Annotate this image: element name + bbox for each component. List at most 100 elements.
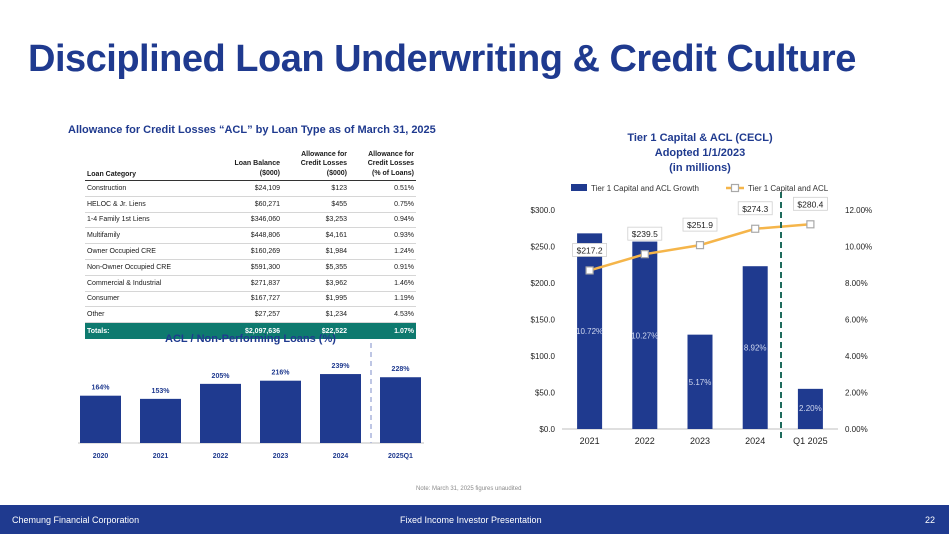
x-tick-label: 2022 — [635, 436, 655, 446]
cell-pct: 1.19% — [394, 295, 414, 303]
npl-chart-title: ACL / Non-Performing Loans (%) — [165, 333, 336, 345]
bar-2020 — [80, 395, 121, 443]
table-row: Non-Owner Occupied CRE $591,300 $5,355 0.91… — [85, 260, 416, 276]
line-data-label: $280.4 — [797, 199, 823, 209]
y-left-tick-label: $50.0 — [535, 389, 556, 398]
chart-title-line: (in millions) — [669, 162, 731, 174]
x-tick-label: Q1 2025 — [793, 436, 828, 446]
table-row: Owner Occupied CRE $160,269 $1,984 1.24% — [85, 244, 416, 260]
header-line: (% of Loans) — [372, 169, 414, 177]
cell-pct: 0.91% — [394, 263, 414, 271]
page-number: 22 — [925, 515, 936, 525]
footer-company: Chemung Financial Corporation — [12, 515, 140, 525]
cell-balance: $346,060 — [250, 216, 280, 224]
table-row: Construction $24,109 $123 0.51% — [85, 181, 416, 197]
bar-data-label: 8.92% — [744, 344, 767, 353]
header-line: ($000) — [326, 169, 347, 177]
footer-presentation: Fixed Income Investor Presentation — [400, 515, 542, 525]
bar-2023 — [687, 334, 713, 429]
x-tick-label: 2023 — [690, 436, 710, 446]
header-acl-percent: Allowance for Credit Losses (% of Loans) — [349, 150, 416, 181]
x-tick-label: 2020 — [93, 453, 109, 460]
x-tick-label: 2025Q1 — [388, 453, 413, 460]
y-right-tick-label: 6.00% — [845, 316, 868, 325]
line-label-box — [627, 226, 663, 241]
y-left-tick-label: $300.0 — [531, 206, 556, 215]
line-data-label: $217.2 — [577, 245, 603, 255]
header-line: Loan Category — [87, 171, 137, 178]
legend-bar-swatch — [571, 184, 587, 191]
x-tick-label: 2021 — [153, 453, 169, 460]
table-row: Commercial & Industrial $271,837 $3,962 1.4… — [85, 276, 416, 292]
chart-title-line: Adopted 1/1/2023 — [654, 147, 746, 159]
data-label: 239% — [332, 363, 351, 370]
header-line: Credit Losses — [367, 160, 414, 167]
y-right-tick-label: 0.00% — [845, 425, 868, 434]
bar-2023 — [260, 380, 301, 443]
data-label: 164% — [92, 385, 111, 392]
chart-title-line: Tier 1 Capital & ACL (CECL) — [627, 132, 773, 144]
y-right-tick-label: 4.00% — [845, 352, 868, 361]
cell-balance: $24,109 — [254, 184, 280, 192]
cell-acl: $1,234 — [325, 311, 347, 319]
bar-data-label: 10.72% — [576, 327, 603, 336]
bar-2021 — [577, 233, 603, 429]
data-label: 205% — [212, 373, 231, 380]
x-tick-label: 2024 — [745, 436, 765, 446]
header-loan-category: Loan Category — [85, 171, 215, 180]
header-line: Allowance for — [301, 150, 347, 158]
line-label-box — [682, 217, 718, 232]
line-point-marker — [695, 241, 705, 250]
header-line: ($000) — [259, 169, 280, 177]
line-point-marker — [751, 224, 760, 233]
y-left-tick-label: $100.0 — [531, 352, 556, 361]
cell-category: Commercial & Industrial — [87, 279, 162, 287]
cell-balance: $2,097,636 — [244, 327, 280, 335]
data-label: 153% — [152, 388, 171, 395]
cell-category: HELOC & Jr. Liens — [87, 200, 146, 208]
cell-acl: $1,984 — [325, 248, 347, 256]
cell-acl: $123 — [331, 184, 347, 192]
data-label: 228% — [392, 366, 411, 373]
legend-bar-label: Tier 1 Capital and ACL Growth — [591, 184, 699, 193]
cell-acl: $3,962 — [325, 279, 347, 287]
bar-Q1 2025 — [797, 388, 823, 429]
cell-category: Non-Owner Occupied CRE — [87, 263, 172, 271]
header-loan-balance: Loan Balance ($000) — [215, 159, 282, 180]
cell-pct: 1.07% — [394, 327, 414, 335]
bar-2021 — [140, 398, 181, 443]
table-row: Consumer $167,727 $1,995 1.19% — [85, 292, 416, 308]
header-acl-amount: Allowance for Credit Losses ($000) — [282, 150, 349, 181]
bar-data-label: 10.27% — [631, 331, 658, 340]
table-total-row: Totals: $2,097,636 $22,522 1.07% — [85, 323, 416, 340]
cell-pct: 0.94% — [394, 216, 414, 224]
page-title: Disciplined Loan Underwriting & Credit C… — [28, 38, 856, 80]
cell-balance: $448,806 — [250, 232, 280, 240]
cell-acl: $4,161 — [325, 232, 347, 240]
cell-pct: 0.93% — [394, 232, 414, 240]
cell-acl: $3,253 — [325, 216, 347, 224]
cell-category: Consumer — [87, 295, 120, 303]
legend-line-label: Tier 1 Capital and ACL — [748, 184, 829, 193]
bar-2024 — [320, 374, 361, 443]
cell-acl: $455 — [331, 200, 347, 208]
header-line: Loan Balance — [234, 160, 280, 167]
cell-balance: $60,271 — [254, 200, 280, 208]
bar-2025Q1 — [380, 377, 421, 443]
cell-category: Construction — [87, 184, 127, 192]
cell-acl: $22,522 — [321, 327, 347, 335]
line-point-marker — [585, 266, 594, 275]
x-tick-label: 2022 — [213, 453, 229, 460]
line-point-marker — [806, 220, 815, 229]
line-label-box — [793, 196, 828, 211]
line-label-box — [572, 243, 607, 257]
capital-chart-title: Tier 1 Capital & ACL (CECL) Adopted 1/1/… — [600, 131, 800, 176]
cell-balance: $591,300 — [250, 263, 280, 271]
table-row: HELOC & Jr. Liens $60,271 $455 0.75% — [85, 197, 416, 213]
cell-pct: 1.46% — [394, 279, 414, 287]
table-row: Multifamily $448,806 $4,161 0.93% — [85, 228, 416, 245]
legend-line-marker — [730, 183, 740, 193]
table-header: Loan Category Loan Balance ($000) Allowan… — [85, 146, 416, 181]
cell-category: Owner Occupied CRE — [87, 248, 156, 256]
